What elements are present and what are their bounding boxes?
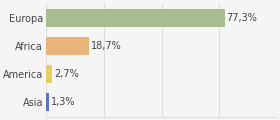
Bar: [46, 37, 89, 55]
Bar: [46, 9, 225, 27]
Bar: [46, 93, 49, 111]
Text: 18,7%: 18,7%: [91, 41, 122, 51]
Text: 77,3%: 77,3%: [227, 13, 257, 23]
Text: 1,3%: 1,3%: [51, 97, 75, 107]
Bar: [46, 65, 52, 83]
Text: 2,7%: 2,7%: [54, 69, 79, 79]
